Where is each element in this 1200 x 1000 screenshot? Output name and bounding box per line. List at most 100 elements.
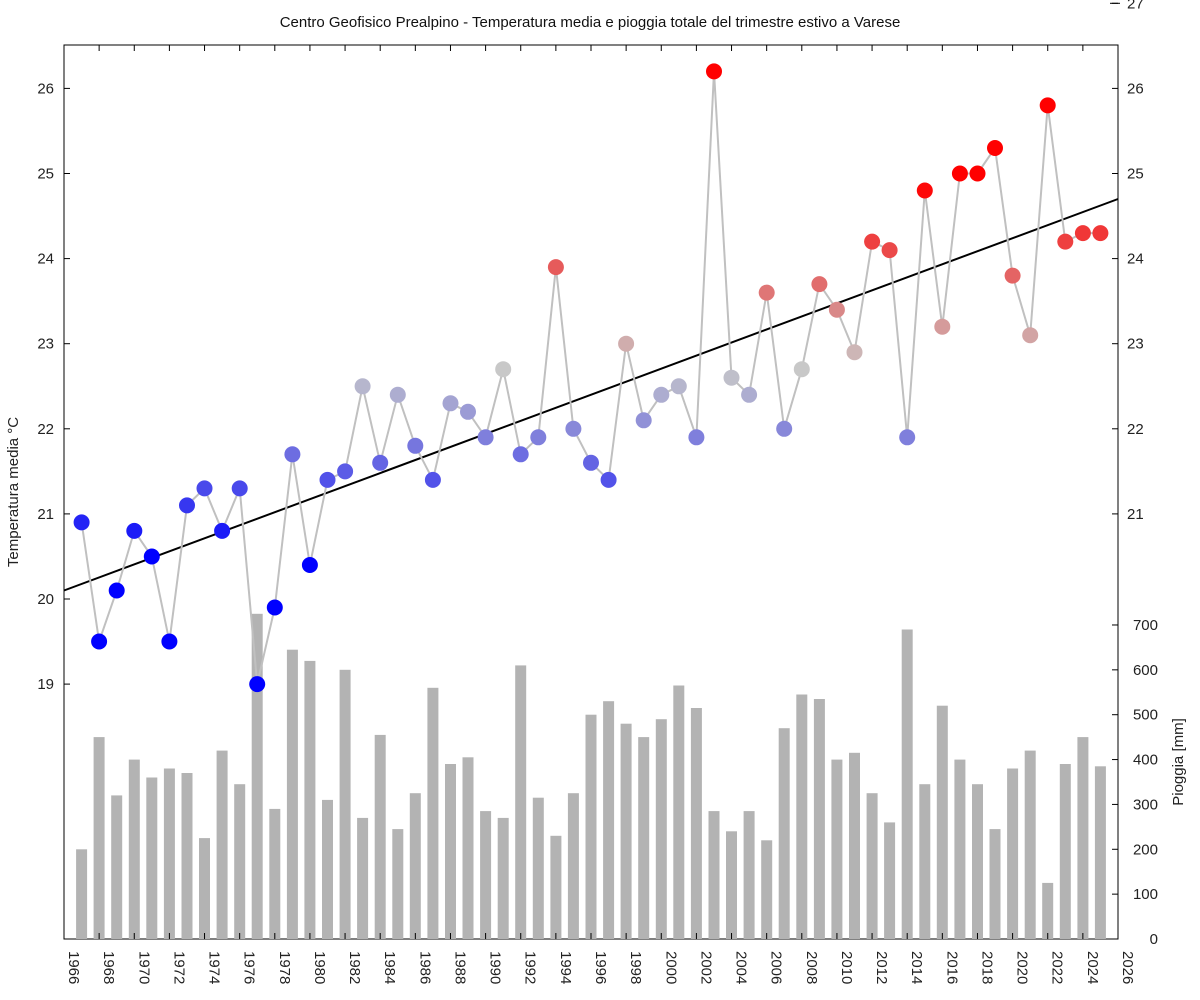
temperature-point (811, 276, 828, 293)
rain-bar (234, 784, 246, 939)
temperature-point (1039, 97, 1056, 114)
x-tick-label: 2024 (1084, 951, 1101, 984)
rain-bar (849, 752, 860, 939)
x-tick-label: 2014 (908, 951, 925, 984)
y-tick-label-right-rain: 0 (1150, 931, 1158, 948)
temperature-point (284, 446, 301, 463)
temperature-points (73, 63, 1109, 693)
temperature-point (266, 599, 283, 616)
rain-bars (76, 613, 1106, 939)
rain-bar (1094, 766, 1106, 939)
rain-bar (409, 793, 421, 939)
y-tick-label-right-rain: 500 (1133, 707, 1158, 724)
rain-bar (655, 719, 667, 939)
rain-bar (708, 811, 720, 939)
temperature-point (1074, 225, 1091, 242)
y-axis-right-temperature: 21 22 23 24 25 26 27 (1110, 0, 1144, 523)
rain-bar (445, 764, 456, 939)
rain-bar (638, 737, 650, 939)
temperature-point (723, 369, 740, 386)
rain-bar (989, 829, 1001, 939)
x-tick-label: 1966 (65, 951, 82, 984)
x-tick-label: 1984 (381, 951, 398, 984)
temperature-point (108, 582, 125, 599)
y-tick-label-left: 21 (37, 506, 54, 523)
y-axis-left-label: Temperatura media °C (5, 417, 22, 567)
rain-bar (76, 849, 88, 939)
rain-bar (532, 797, 544, 939)
rain-bar (392, 829, 404, 939)
x-tick-label: 2022 (1049, 951, 1066, 984)
y-axis-right-label: Pioggia [mm] (1170, 718, 1187, 806)
rain-bar (778, 728, 790, 939)
temperature-point (460, 403, 476, 420)
y-tick-label-right-temp: 25 (1127, 166, 1144, 183)
x-tick-label: 2000 (662, 951, 679, 984)
temperature-point (565, 420, 582, 437)
temperature-point (1092, 225, 1109, 242)
rain-bar (480, 811, 492, 939)
x-tick-label: 2018 (979, 951, 996, 984)
temperature-point (951, 165, 968, 182)
x-tick-label: 1996 (592, 951, 609, 984)
rain-bar (831, 759, 843, 939)
x-tick-label: 1994 (557, 951, 574, 984)
x-tick-label: 1998 (627, 951, 644, 984)
temperature-point (1022, 327, 1039, 344)
rain-bar (216, 750, 228, 939)
temperature-point (864, 233, 881, 250)
temperature-point (987, 140, 1003, 156)
temperature-point (776, 420, 793, 437)
x-tick-label: 1974 (206, 951, 223, 984)
rain-bar (374, 734, 386, 939)
temperature-point (389, 386, 406, 403)
y-tick-label-left: 20 (37, 591, 54, 608)
temperature-point (512, 446, 529, 463)
rain-bar (269, 808, 281, 939)
y-tick-label-right-temp: 21 (1127, 506, 1144, 523)
x-tick-label: 2006 (768, 951, 785, 984)
y-tick-label-right-temp: 27 (1127, 0, 1144, 12)
trend-line (63, 198, 1119, 592)
temperature-point (530, 429, 547, 446)
x-tick-label: 2010 (838, 951, 855, 984)
rain-bar (796, 694, 808, 939)
y-tick-label-left: 26 (37, 80, 54, 97)
temperature-point (846, 344, 863, 361)
x-tick-label: 1992 (522, 951, 539, 984)
y-tick-label-right-rain: 300 (1133, 796, 1158, 813)
x-tick-label: 2008 (803, 951, 820, 984)
rain-bar (1077, 737, 1089, 939)
x-axis: 1966 1968 1970 1972 1974 1976 1978 1980 1982 1984… (63, 45, 1136, 984)
y-tick-label-right-rain: 700 (1133, 617, 1158, 634)
y-tick-label-right-rain: 200 (1133, 841, 1158, 858)
rain-bar (813, 699, 825, 939)
x-tick-label: 2004 (733, 951, 750, 984)
rain-bar (1024, 750, 1036, 939)
temperature-point (1004, 267, 1021, 284)
rain-bar (128, 759, 140, 939)
x-tick-label: 1988 (452, 951, 469, 984)
y-tick-label-right-rain: 400 (1133, 752, 1158, 769)
x-tick-label: 2020 (1014, 951, 1031, 984)
temperature-point (670, 378, 687, 395)
temperature-point (618, 335, 635, 352)
x-tick-label: 1978 (276, 951, 293, 984)
temperature-line (80, 71, 1101, 685)
y-tick-label-left: 25 (37, 166, 54, 183)
y-tick-label-right-rain: 600 (1133, 662, 1158, 679)
rain-bar (761, 840, 773, 939)
temperature-point (793, 361, 810, 378)
temperature-point (741, 386, 758, 403)
rain-bar (673, 685, 685, 939)
y-axis-left: 19 20 21 22 23 24 25 26 (37, 80, 70, 693)
x-tick-label: 2002 (697, 951, 714, 984)
temperature-point (653, 386, 670, 403)
temperature-point (583, 454, 599, 471)
chart-title: Centro Geofisico Prealpino - Temperatura… (280, 14, 901, 31)
x-tick-label: 2012 (873, 951, 890, 984)
temperature-point (249, 676, 266, 693)
y-tick-label-right-temp: 23 (1127, 336, 1144, 353)
temperature-point (372, 454, 389, 471)
y-tick-label-right-temp: 22 (1127, 421, 1144, 438)
